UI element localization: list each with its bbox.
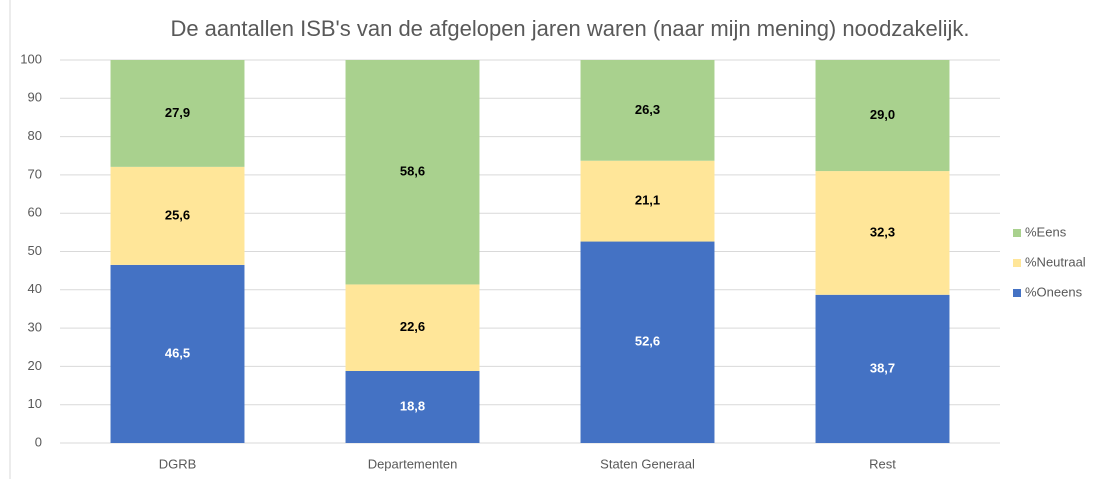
y-tick-label: 10 [28, 396, 42, 411]
legend-swatch [1013, 229, 1021, 237]
bar-segment [110, 166, 245, 265]
data-label: 25,6 [165, 207, 190, 222]
bar-segment [110, 60, 245, 167]
y-tick-label: 60 [28, 205, 42, 220]
bar-segment [345, 284, 480, 371]
y-tick-label: 100 [20, 51, 42, 66]
legend-label: %Eens [1025, 224, 1067, 239]
bar-segment [110, 264, 245, 443]
legend-label: %Neutraal [1025, 254, 1086, 269]
y-tick-label: 90 [28, 90, 42, 105]
y-tick-label: 50 [28, 243, 42, 258]
y-tick-label: 20 [28, 358, 42, 373]
legend-label: %Oneens [1025, 284, 1083, 299]
legend-swatch [1013, 289, 1021, 297]
bar-segment [345, 60, 480, 285]
bar-segment [580, 60, 715, 161]
bar-segment [580, 241, 715, 443]
data-label: 46,5 [165, 345, 190, 360]
data-label: 18,8 [400, 398, 425, 413]
data-label: 29,0 [870, 107, 895, 122]
data-label: 27,9 [165, 105, 190, 120]
bar-segment [580, 160, 715, 242]
data-label: 22,6 [400, 319, 425, 334]
data-label: 26,3 [635, 102, 660, 117]
data-label: 21,1 [635, 193, 660, 208]
y-tick-label: 0 [35, 434, 42, 449]
x-tick-label: Departementen [368, 456, 458, 471]
y-tick-label: 40 [28, 281, 42, 296]
y-tick-label: 80 [28, 128, 42, 143]
bar-segment [815, 294, 950, 443]
chart-title: De aantallen ISB's van de afgelopen jare… [170, 16, 969, 41]
y-tick-label: 70 [28, 166, 42, 181]
y-tick-label: 30 [28, 320, 42, 335]
data-label: 38,7 [870, 360, 895, 375]
legend-swatch [1013, 259, 1021, 267]
x-tick-label: Staten Generaal [600, 456, 695, 471]
data-label: 58,6 [400, 164, 425, 179]
bar-segment [815, 171, 950, 295]
x-tick-label: Rest [869, 456, 896, 471]
bar-segment [345, 370, 480, 443]
x-tick-label: DGRB [159, 456, 197, 471]
data-label: 52,6 [635, 334, 660, 349]
data-label: 32,3 [870, 224, 895, 239]
bar-segment [815, 60, 950, 172]
